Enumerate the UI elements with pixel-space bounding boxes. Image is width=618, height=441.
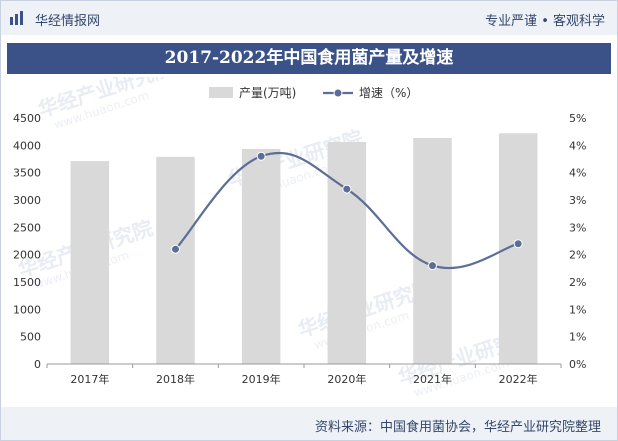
growth-point xyxy=(428,261,437,271)
y-right-tick-label: 3% xyxy=(569,221,586,234)
chart-area: 华经产业研究院www.huaon.com华经产业研究院www.huaon.com… xyxy=(13,77,586,400)
growth-point xyxy=(513,239,523,249)
y-right-tick-label: 5% xyxy=(569,112,586,125)
legend-label-line: 增速（%） xyxy=(359,86,418,100)
growth-point xyxy=(256,151,266,161)
logo-icon xyxy=(10,11,23,25)
y-right-tick-label: 4% xyxy=(569,139,586,152)
header-bar: 华经情报网 专业严谨 • 客观科学 xyxy=(1,1,617,35)
x-tick-label: 2019年 xyxy=(242,372,281,386)
brand-name: 华经情报网 xyxy=(35,14,101,29)
y-right-tick-label: 4% xyxy=(569,167,586,180)
y-left-tick-label: 1500 xyxy=(13,276,41,289)
y-left-tick-label: 4000 xyxy=(13,139,41,152)
title-bar: 2017-2022年中国食用菌产量及增速 xyxy=(7,43,611,74)
y-left-tick-label: 1000 xyxy=(13,303,41,316)
y-left-tick-label: 2000 xyxy=(13,249,41,262)
x-tick-label: 2017年 xyxy=(70,372,109,386)
y-left-tick-label: 0 xyxy=(34,358,41,371)
y-left-tick-label: 4500 xyxy=(13,112,41,125)
legend-swatch-bar xyxy=(209,87,233,98)
bar xyxy=(327,141,367,364)
y-right-tick-label: 0% xyxy=(569,358,586,371)
bar xyxy=(241,148,281,364)
tagline: 专业严谨 • 客观科学 xyxy=(485,14,605,29)
legend-label-bar: 产量(万吨) xyxy=(239,86,296,100)
y-right-tick-label: 1% xyxy=(569,331,586,344)
growth-point xyxy=(171,244,180,254)
bar xyxy=(70,161,110,364)
source-note: 资料来源：中国食用菌协会，华经产业研究院整理 xyxy=(314,420,601,435)
chart-title: 2017-2022年中国食用菌产量及增速 xyxy=(164,48,454,68)
bar xyxy=(156,156,195,364)
y-right-tick-label: 1% xyxy=(569,303,586,316)
y-left-tick-label: 500 xyxy=(20,331,41,344)
y-left-tick-label: 2500 xyxy=(13,221,41,234)
y-right-tick-label: 2% xyxy=(569,249,586,262)
legend-marker-line xyxy=(333,88,343,98)
x-tick-label: 2021年 xyxy=(413,372,452,386)
growth-point xyxy=(342,184,352,194)
x-tick-label: 2020年 xyxy=(327,372,366,386)
y-right-tick-label: 3% xyxy=(569,194,586,207)
y-left-tick-label: 3000 xyxy=(13,194,41,207)
x-tick-label: 2018年 xyxy=(156,372,195,386)
bar xyxy=(413,138,452,364)
y-left-tick-label: 3500 xyxy=(13,167,41,180)
footer-bar: 资料来源：中国食用菌协会，华经产业研究院整理 xyxy=(1,407,617,440)
y-right-tick-label: 2% xyxy=(569,276,586,289)
x-tick-label: 2022年 xyxy=(499,372,538,386)
